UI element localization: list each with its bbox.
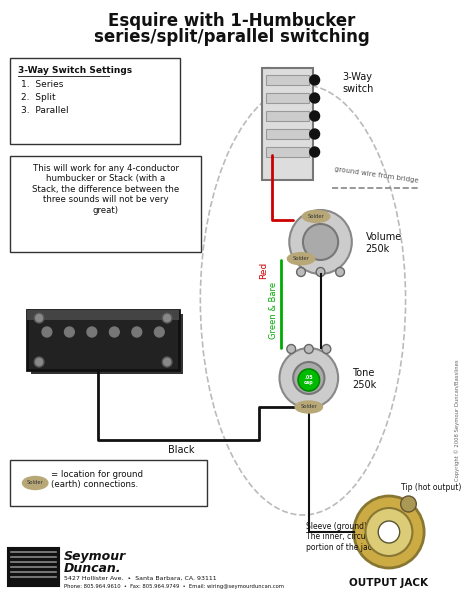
Text: Phone: 805.964.9610  •  Fax: 805.964.9749  •  Email: wiring@seymourduncan.com: Phone: 805.964.9610 • Fax: 805.964.9749 … bbox=[64, 584, 283, 589]
Text: ground wire from bridge: ground wire from bridge bbox=[334, 167, 419, 184]
Circle shape bbox=[293, 362, 324, 394]
Circle shape bbox=[287, 344, 296, 353]
Bar bbox=[27, 310, 179, 370]
Text: Duncan.: Duncan. bbox=[64, 562, 121, 575]
Text: series/split/parallel switching: series/split/parallel switching bbox=[94, 28, 370, 46]
Circle shape bbox=[378, 521, 400, 543]
Text: .05
cap: .05 cap bbox=[304, 374, 314, 385]
Circle shape bbox=[64, 327, 74, 337]
Circle shape bbox=[162, 313, 172, 323]
FancyBboxPatch shape bbox=[10, 156, 201, 252]
Circle shape bbox=[365, 508, 412, 556]
Ellipse shape bbox=[287, 253, 315, 265]
Text: 5427 Hollister Ave.  •  Santa Barbara, CA. 93111: 5427 Hollister Ave. • Santa Barbara, CA.… bbox=[64, 576, 216, 581]
Bar bbox=[266, 93, 309, 103]
Text: 3-Way Switch Settings: 3-Way Switch Settings bbox=[18, 66, 132, 75]
Circle shape bbox=[132, 327, 142, 337]
Circle shape bbox=[34, 313, 44, 323]
Bar bbox=[266, 111, 309, 121]
Circle shape bbox=[401, 496, 416, 512]
Circle shape bbox=[310, 111, 319, 121]
Circle shape bbox=[310, 75, 319, 85]
Circle shape bbox=[155, 327, 164, 337]
Text: 3-Way
switch: 3-Way switch bbox=[342, 72, 374, 93]
Circle shape bbox=[316, 268, 325, 277]
Bar bbox=[266, 147, 309, 157]
Bar bbox=[31, 314, 183, 374]
Text: Esquire with 1-Humbucker: Esquire with 1-Humbucker bbox=[108, 12, 356, 30]
Circle shape bbox=[297, 268, 305, 277]
FancyBboxPatch shape bbox=[10, 58, 180, 144]
Text: 2.  Split: 2. Split bbox=[21, 93, 56, 102]
Circle shape bbox=[303, 224, 338, 260]
Text: OUTPUT JACK: OUTPUT JACK bbox=[349, 578, 428, 588]
Circle shape bbox=[162, 357, 172, 367]
Circle shape bbox=[310, 93, 319, 103]
Text: Black: Black bbox=[167, 445, 194, 455]
Bar bbox=[266, 75, 309, 85]
Circle shape bbox=[354, 496, 424, 568]
Text: This will work for any 4-conductor
humbucker or Stack (with a
Stack, the differe: This will work for any 4-conductor humbu… bbox=[32, 164, 179, 214]
Circle shape bbox=[336, 268, 345, 277]
Text: 1.  Series: 1. Series bbox=[21, 80, 64, 89]
Text: Solder: Solder bbox=[27, 480, 44, 486]
Circle shape bbox=[304, 344, 313, 353]
Bar bbox=[262, 68, 313, 180]
Bar bbox=[8, 548, 59, 586]
Text: 3.  Parallel: 3. Parallel bbox=[21, 106, 69, 115]
Text: Solder: Solder bbox=[308, 214, 325, 219]
Circle shape bbox=[109, 327, 119, 337]
Ellipse shape bbox=[295, 401, 322, 413]
Circle shape bbox=[34, 357, 44, 367]
Text: Copyright © 2008 Seymour Duncan/Basslines: Copyright © 2008 Seymour Duncan/Bassline… bbox=[455, 359, 460, 481]
Ellipse shape bbox=[22, 476, 48, 489]
Bar bbox=[266, 129, 309, 139]
Text: Green & Bare: Green & Bare bbox=[269, 282, 278, 338]
Circle shape bbox=[87, 327, 97, 337]
Text: = location for ground
(earth) connections.: = location for ground (earth) connection… bbox=[51, 470, 143, 489]
Text: Seymour: Seymour bbox=[64, 550, 126, 563]
Circle shape bbox=[322, 344, 331, 353]
FancyBboxPatch shape bbox=[10, 460, 207, 506]
Text: Sleeve (ground)
The inner, circular
portion of the jack: Sleeve (ground) The inner, circular port… bbox=[306, 522, 376, 552]
Text: Volume
250k: Volume 250k bbox=[365, 232, 402, 253]
Text: Solder: Solder bbox=[301, 404, 317, 410]
Circle shape bbox=[42, 327, 52, 337]
Text: Tone
250k: Tone 250k bbox=[352, 368, 376, 389]
Text: Red: Red bbox=[259, 261, 268, 279]
Text: Solder: Solder bbox=[292, 256, 310, 261]
Text: Tip (hot output): Tip (hot output) bbox=[401, 483, 461, 492]
Circle shape bbox=[298, 369, 319, 391]
Circle shape bbox=[289, 210, 352, 274]
Circle shape bbox=[280, 348, 338, 408]
Circle shape bbox=[310, 147, 319, 157]
Circle shape bbox=[310, 129, 319, 139]
Bar bbox=[27, 310, 179, 320]
Ellipse shape bbox=[302, 210, 330, 222]
